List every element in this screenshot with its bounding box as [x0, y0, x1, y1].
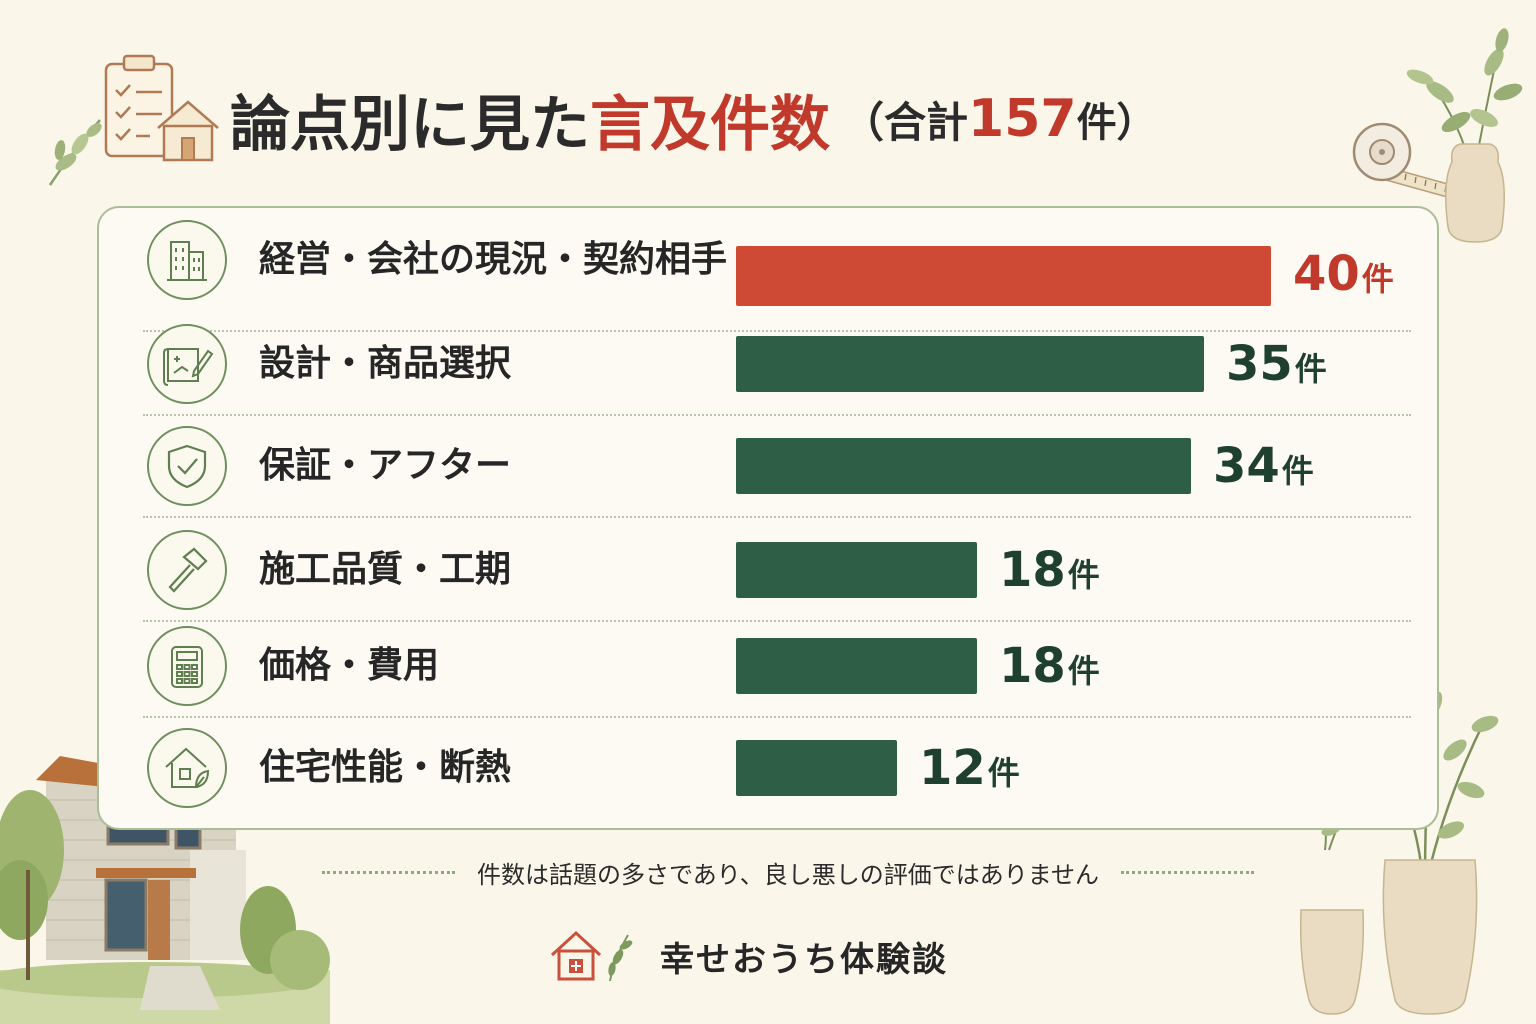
data-label-number: 18: [999, 638, 1066, 694]
data-label: 12件: [919, 716, 1020, 820]
chart-row: 価格・費用 18件: [99, 614, 1439, 718]
title-sub-open: （合計: [842, 97, 969, 147]
hammer-icon: [147, 530, 227, 610]
blueprint-icon: [147, 324, 227, 404]
chart-card: 経営・会社の現況・契約相手 40件 設計・商品選択 35件 保証・アフター 34件 施工品質…: [97, 206, 1439, 830]
footnote-text: 件数は話題の多さであり、良し悪しの評価ではありません: [476, 860, 1100, 889]
bar: [736, 438, 1191, 494]
bar: [736, 542, 977, 598]
chart-row: 施工品質・工期 18件: [99, 518, 1439, 622]
building-icon: [147, 220, 227, 300]
title-accent: 言及件数: [590, 89, 830, 160]
leaf-sprig-icon: [48, 119, 102, 186]
data-label: 35件: [1226, 312, 1327, 416]
chart-row: 住宅性能・断熱 12件: [99, 716, 1439, 820]
row-divider: [143, 516, 1411, 518]
row-divider: [143, 330, 1411, 332]
brand-name: 幸せおうち体験談: [660, 939, 948, 980]
category-label: 設計・商品選択: [259, 343, 512, 384]
category-label: 施工品質・工期: [259, 549, 512, 590]
footnote: 件数は話題の多さであり、良し悪しの評価ではありません: [300, 852, 1276, 892]
chart-row: 保証・アフター 34件: [99, 414, 1439, 518]
row-divider: [143, 620, 1411, 622]
calculator-icon: [147, 626, 227, 706]
data-label: 34件: [1213, 414, 1314, 518]
category-label: 経営・会社の現況・契約相手: [259, 239, 728, 280]
title-total: 157: [968, 89, 1077, 149]
title-main: 論点別に見た: [230, 89, 590, 160]
data-label-number: 35: [1226, 336, 1293, 392]
data-label: 18件: [999, 614, 1100, 718]
data-label-unit: 件: [987, 754, 1020, 792]
row-divider: [143, 716, 1411, 718]
category-label: 住宅性能・断熱: [259, 747, 512, 788]
eco-house-icon: [147, 728, 227, 808]
title-unit: 件）: [1076, 100, 1157, 146]
data-label-unit: 件: [1281, 452, 1314, 490]
chart-row: 設計・商品選択 35件: [99, 312, 1439, 416]
bar: [736, 740, 897, 796]
data-label: 18件: [999, 518, 1100, 622]
category-label: 価格・費用: [259, 645, 440, 686]
shield-check-icon: [147, 426, 227, 506]
data-label: 40件: [1293, 222, 1394, 326]
data-label-number: 12: [919, 740, 986, 796]
bar: [736, 336, 1204, 392]
data-label-number: 34: [1213, 438, 1280, 494]
house-plus-icon: [550, 930, 633, 982]
brand: 幸せおうち体験談: [548, 926, 948, 986]
bar: [736, 246, 1271, 306]
data-label-unit: 件: [1294, 350, 1327, 388]
data-label-unit: 件: [1067, 652, 1100, 690]
category-label: 保証・アフター: [259, 445, 512, 486]
tape-measure-icon: [1352, 122, 1463, 200]
data-label-number: 40: [1293, 246, 1360, 302]
clipboard-house-icon: [104, 54, 219, 162]
bar: [736, 638, 977, 694]
page-title: 論点別に見た 言及件数 （合計 157 件）: [230, 74, 1360, 164]
data-label-unit: 件: [1067, 556, 1100, 594]
footnote-dots-left: [322, 870, 455, 874]
data-label-unit: 件: [1361, 260, 1394, 298]
footnote-dots-right: [1121, 870, 1255, 874]
row-divider: [143, 414, 1411, 416]
chart-row: 経営・会社の現況・契約相手 40件: [99, 208, 1439, 332]
data-label-number: 18: [999, 542, 1066, 598]
potted-plant-icon: [1406, 28, 1523, 243]
